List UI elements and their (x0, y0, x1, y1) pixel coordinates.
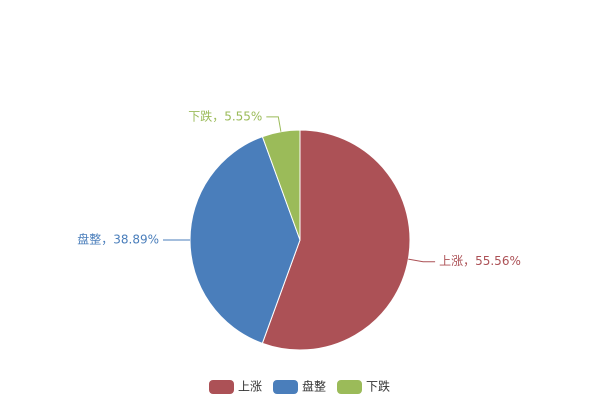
legend-label: 下跌 (366, 379, 390, 394)
pie-slice (189, 135, 301, 344)
leader-line (408, 258, 436, 263)
legend-swatch (337, 380, 362, 394)
legend-label: 盘整 (302, 379, 326, 394)
legend-swatch (273, 380, 298, 394)
legend-swatch (209, 380, 234, 394)
pie-slice (261, 129, 411, 351)
leader-line (266, 116, 282, 132)
data-label: 盘整，38.89% (77, 231, 159, 246)
pie-slice (261, 129, 301, 241)
data-label: 下跌，5.55% (188, 108, 262, 123)
data-label: 上涨，55.56% (439, 253, 521, 268)
legend-label: 上涨 (238, 379, 262, 394)
